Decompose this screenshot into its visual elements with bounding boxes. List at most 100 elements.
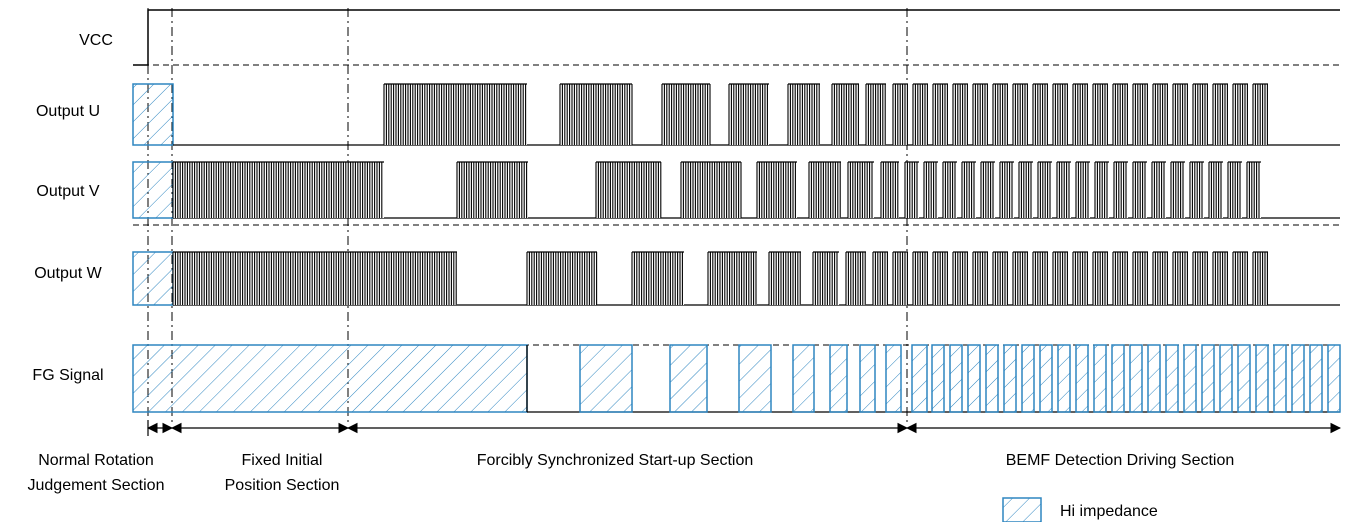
pwm-burst — [912, 84, 928, 145]
pwm-burst — [1037, 162, 1051, 218]
waveform-output-w — [132, 251, 1340, 306]
label-vcc: VCC — [79, 32, 113, 49]
fg-hi-impedance-pulse — [579, 344, 633, 413]
pwm-burst — [1012, 252, 1028, 305]
pwm-burst — [1052, 252, 1068, 305]
pwm-burst — [1232, 84, 1248, 145]
fg-hi-impedance-pulse — [1021, 344, 1035, 413]
pwm-burst — [1094, 162, 1108, 218]
pwm-burst — [972, 84, 988, 145]
pwm-burst — [1072, 84, 1088, 145]
fg-hi-impedance-pulse — [1183, 344, 1197, 413]
pwm-burst — [932, 84, 948, 145]
pwm-burst — [559, 84, 633, 145]
fg-hi-impedance-pulse — [738, 344, 772, 413]
pwm-burst — [1113, 162, 1127, 218]
section-normal-rotation-line2: Judgement Section — [28, 477, 165, 494]
pwm-burst — [904, 162, 918, 218]
pwm-burst — [1032, 84, 1048, 145]
fg-hi-impedance-pulse — [1147, 344, 1161, 413]
fg-hi-impedance-pulse — [949, 344, 963, 413]
output-v-hi-impedance — [132, 161, 174, 219]
fg-hi-impedance-pulse — [1327, 344, 1341, 413]
pwm-burst — [952, 84, 968, 145]
fg-hi-impedance-pulse — [1255, 344, 1269, 413]
section-arrows — [146, 420, 1342, 436]
pwm-burst — [831, 84, 859, 145]
pwm-burst — [952, 252, 968, 305]
fg-hi-impedance-pulse — [1291, 344, 1305, 413]
pwm-burst — [1032, 252, 1048, 305]
pwm-burst — [1132, 162, 1146, 218]
fg-hi-impedance-pulse — [1237, 344, 1251, 413]
fg-hi-impedance-pulse — [1165, 344, 1179, 413]
pwm-burst — [456, 162, 528, 218]
pwm-burst — [872, 252, 888, 305]
waveform-output-v — [132, 161, 1340, 219]
section-fixed-initial-line1: Fixed Initial — [242, 452, 323, 469]
legend-hatch-swatch — [1002, 497, 1042, 522]
waveform-output-u — [132, 83, 1340, 146]
fg-hi-impedance-pulse — [1201, 344, 1215, 413]
fg-hi-impedance-initial — [132, 344, 528, 413]
fg-hi-impedance-pulse — [1273, 344, 1287, 413]
pwm-burst — [972, 252, 988, 305]
pwm-burst — [847, 162, 873, 218]
pwm-burst-bg — [596, 162, 661, 218]
label-output-w: Output W — [34, 265, 102, 282]
pwm-burst — [1056, 162, 1070, 218]
fg-hi-impedance-pulse — [931, 344, 945, 413]
fg-hi-impedance-pulse — [885, 344, 902, 413]
pwm-burst — [756, 162, 796, 218]
label-fg-signal: FG Signal — [32, 367, 103, 384]
pwm-burst — [1012, 84, 1028, 145]
pwm-burst-bg — [832, 84, 859, 145]
pwm-burst — [1152, 84, 1168, 145]
pwm-burst — [1092, 252, 1108, 305]
pwm-burst — [1212, 84, 1228, 145]
pwm-burst — [1052, 84, 1068, 145]
fg-hi-impedance-pulse — [911, 344, 928, 413]
pwm-burst — [1172, 84, 1188, 145]
pwm-burst — [1246, 162, 1260, 218]
section-forcibly-synchronized: Forcibly Synchronized Start-up Section — [477, 452, 754, 469]
pwm-burst — [1112, 252, 1128, 305]
pwm-burst — [942, 162, 956, 218]
pwm-burst — [1192, 252, 1208, 305]
fg-hi-impedance-pulse — [792, 344, 815, 413]
waveform-vcc — [133, 9, 1340, 66]
fg-hi-impedance-pulse — [1111, 344, 1125, 413]
pwm-burst — [892, 84, 908, 145]
vcc-line — [133, 9, 1340, 66]
pwm-burst — [1252, 84, 1268, 145]
pwm-burst — [1212, 252, 1228, 305]
label-output-u: Output U — [36, 103, 100, 120]
pwm-burst — [961, 162, 975, 218]
pwm-burst — [1132, 84, 1148, 145]
pwm-burst — [865, 84, 886, 145]
fg-hi-impedance-pulse — [1309, 344, 1323, 413]
pwm-burst — [768, 252, 801, 305]
section-bemf-detection: BEMF Detection Driving Section — [1006, 452, 1235, 469]
pwm-burst — [1172, 252, 1188, 305]
pwm-burst — [172, 252, 457, 305]
pwm-burst — [932, 252, 948, 305]
pwm-burst — [912, 252, 928, 305]
label-output-v: Output V — [36, 183, 99, 200]
output-u-hi-impedance — [132, 83, 174, 146]
pwm-burst — [707, 252, 757, 305]
pwm-burst — [787, 84, 820, 145]
pwm-burst — [923, 162, 937, 218]
pwm-burst — [1075, 162, 1089, 218]
fg-hi-impedance-pulse — [985, 344, 999, 413]
section-fixed-initial-line2: Position Section — [225, 477, 340, 494]
pwm-burst — [992, 84, 1008, 145]
pwm-burst — [1192, 84, 1208, 145]
pwm-burst — [1151, 162, 1165, 218]
legend-label: Hi impedance — [1060, 503, 1158, 520]
pwm-burst — [980, 162, 994, 218]
pwm-burst — [1227, 162, 1241, 218]
pwm-burst — [595, 162, 662, 218]
pwm-burst — [1072, 252, 1088, 305]
pwm-burst — [1018, 162, 1032, 218]
